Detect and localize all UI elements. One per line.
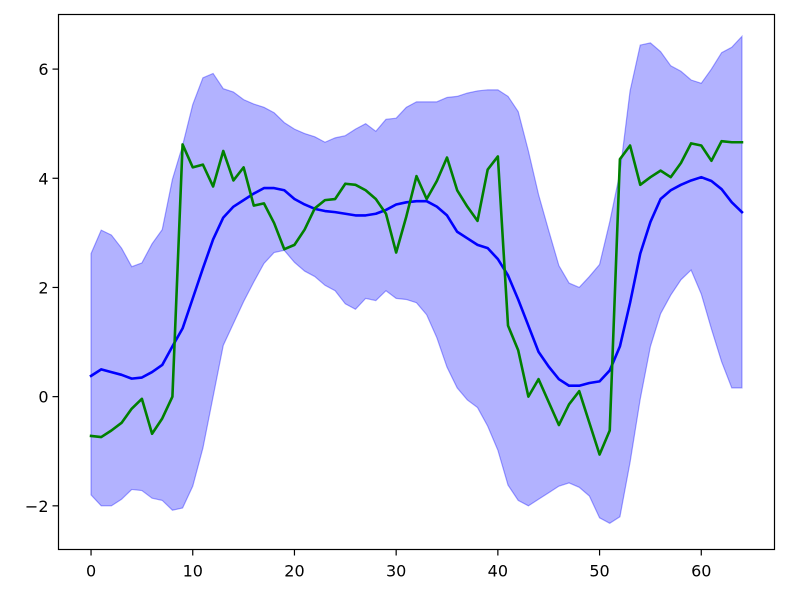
confidence-band bbox=[90, 34, 743, 524]
series-line-green bbox=[89, 139, 744, 456]
x-tick-label: 20 bbox=[284, 562, 304, 581]
plot-frame bbox=[57, 13, 776, 551]
y-tick-label: 4 bbox=[38, 169, 48, 188]
x-tick-label: 30 bbox=[386, 562, 406, 581]
x-tick-label: 60 bbox=[691, 562, 711, 581]
x-tick-label: 40 bbox=[488, 562, 508, 581]
x-tick-label: 10 bbox=[183, 562, 203, 581]
series-line-blue bbox=[89, 175, 744, 388]
x-tick-label: 50 bbox=[589, 562, 609, 581]
y-tick-label: 0 bbox=[38, 388, 48, 407]
x-tick-label: 0 bbox=[86, 562, 96, 581]
y-tick-label: 2 bbox=[38, 278, 48, 297]
y-tick-label: 6 bbox=[38, 60, 48, 79]
series-layer bbox=[89, 139, 744, 456]
y-tick-label: −2 bbox=[25, 497, 49, 516]
x-axis: 0 10 20 30 40 50 60 bbox=[86, 549, 711, 581]
confidence-band-layer bbox=[90, 34, 743, 524]
y-axis: −2 0 2 4 6 bbox=[25, 60, 59, 516]
